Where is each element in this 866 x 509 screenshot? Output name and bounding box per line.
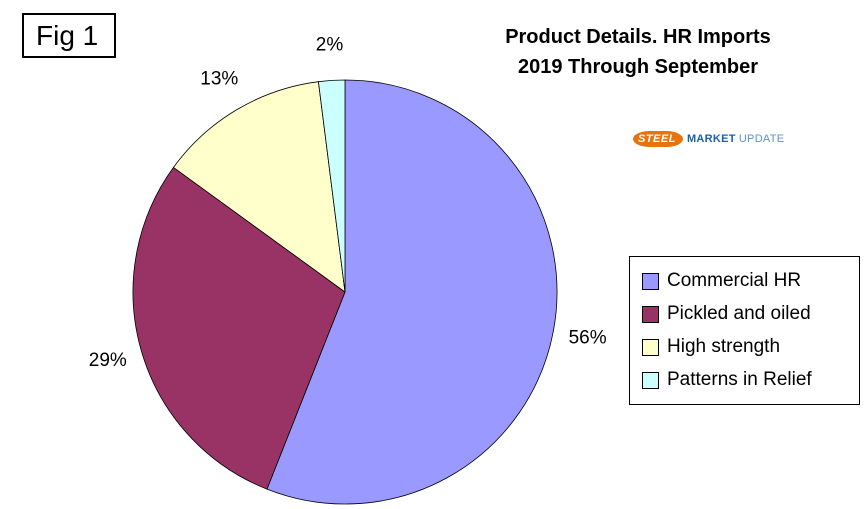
slice-percent-label-patterns-in-relief: 2% [316, 35, 344, 56]
legend-swatch-pickled-and-oiled [642, 305, 659, 323]
legend-swatch-high-strength [642, 338, 659, 356]
pie-slice-high-strength [172, 81, 346, 293]
chart-title: Product Details. HR Imports 2019 Through… [448, 22, 828, 82]
pie-slice-pickled-and-oiled [132, 166, 346, 490]
legend-label-patterns-in-relief: Patterns in Relief [667, 369, 812, 390]
smu-logo-update-text: UPDATE [738, 133, 785, 145]
legend-item-patterns-in-relief: Patterns in Relief [642, 369, 847, 391]
legend-label-pickled-and-oiled: Pickled and oiled [667, 303, 811, 324]
chart-title-line2: 2019 Through September [517, 56, 759, 78]
smu-logo-market-text: MARKET [686, 133, 736, 145]
legend-swatch-commercial-hr [642, 272, 659, 290]
chart-title-line1: Product Details. HR Imports [505, 26, 771, 48]
figure-number-box: Fig 1 [22, 13, 116, 58]
smu-logo-steel-badge: STEEL [633, 131, 683, 147]
legend-label-high-strength: High strength [667, 336, 781, 357]
slice-percent-label-high-strength: 13% [200, 68, 238, 89]
smu-logo: STEEL MARKET UPDATE [633, 131, 784, 147]
legend-swatch-patterns-in-relief [642, 371, 659, 389]
slice-percent-label-commercial-hr: 56% [569, 327, 607, 348]
legend: Commercial HR Pickled and oiled High stren… [629, 256, 860, 405]
legend-label-commercial-hr: Commercial HR [667, 270, 802, 291]
legend-item-high-strength: High strength [642, 336, 847, 358]
legend-item-commercial-hr: Commercial HR [642, 270, 847, 292]
pie-slice-commercial-hr [266, 79, 558, 505]
pie-slice-patterns-in-relief [317, 79, 346, 293]
slice-percent-label-pickled-and-oiled: 29% [89, 350, 127, 371]
legend-item-pickled-and-oiled: Pickled and oiled [642, 303, 847, 325]
figure-number: Fig 1 [36, 19, 99, 51]
